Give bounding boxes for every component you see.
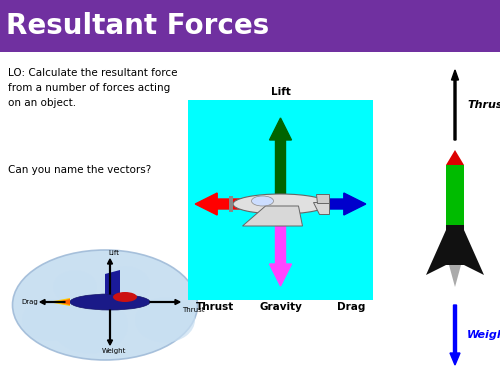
FancyArrow shape	[40, 300, 65, 304]
Text: Lift: Lift	[108, 250, 120, 256]
Polygon shape	[446, 150, 464, 165]
Text: Weight: Weight	[102, 348, 126, 354]
Polygon shape	[426, 230, 446, 275]
Bar	[446, 225, 464, 265]
Text: LO: Calculate the resultant force
from a number of forces acting
on an object.: LO: Calculate the resultant force from a…	[8, 68, 177, 108]
Polygon shape	[105, 270, 120, 294]
Ellipse shape	[135, 297, 195, 342]
Ellipse shape	[100, 266, 150, 304]
Bar	[228, 196, 232, 212]
FancyArrow shape	[270, 214, 291, 286]
Polygon shape	[56, 299, 70, 305]
Ellipse shape	[233, 194, 328, 214]
Ellipse shape	[70, 294, 150, 310]
Polygon shape	[312, 202, 328, 214]
Ellipse shape	[52, 297, 128, 354]
Text: Lift: Lift	[270, 87, 290, 97]
Text: Thrust: Thrust	[467, 100, 500, 110]
FancyArrow shape	[108, 259, 112, 294]
FancyArrow shape	[270, 118, 291, 194]
FancyArrow shape	[450, 305, 460, 365]
FancyArrow shape	[452, 70, 458, 140]
Polygon shape	[449, 265, 461, 287]
Text: Drag: Drag	[21, 299, 38, 305]
Ellipse shape	[252, 196, 274, 206]
Text: Drag: Drag	[336, 302, 365, 312]
Text: Thrust: Thrust	[182, 307, 204, 313]
Text: Can you name the vectors?: Can you name the vectors?	[8, 165, 151, 175]
Ellipse shape	[12, 250, 198, 360]
Bar	[0, 0, 500, 52]
FancyArrow shape	[195, 193, 266, 215]
Bar	[188, 100, 373, 300]
Ellipse shape	[53, 270, 97, 303]
Polygon shape	[464, 230, 484, 275]
Polygon shape	[316, 194, 328, 203]
FancyArrow shape	[150, 300, 180, 304]
Ellipse shape	[22, 299, 78, 341]
Text: Weight: Weight	[467, 330, 500, 340]
FancyArrow shape	[296, 193, 366, 215]
Polygon shape	[48, 298, 70, 306]
Ellipse shape	[113, 292, 137, 302]
FancyArrow shape	[108, 310, 112, 345]
Text: Gravity: Gravity	[259, 302, 302, 312]
Text: Thrust: Thrust	[196, 302, 234, 312]
Polygon shape	[242, 206, 302, 226]
Text: Resultant Forces: Resultant Forces	[6, 12, 269, 40]
Bar	[446, 165, 464, 265]
